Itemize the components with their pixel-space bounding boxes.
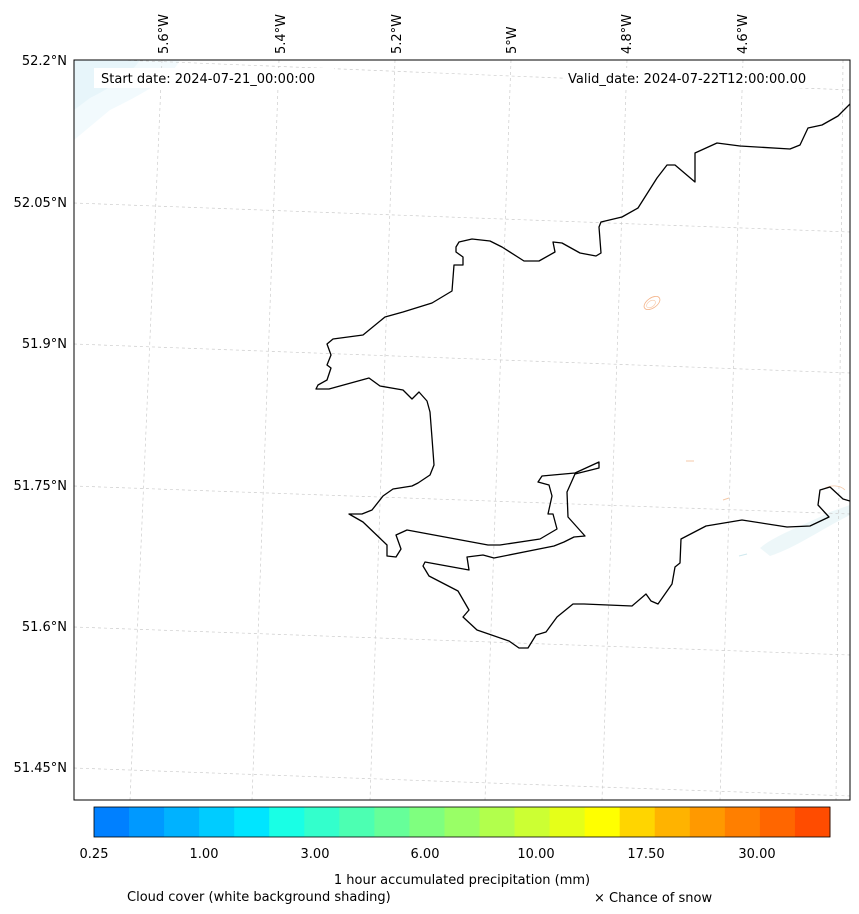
- colorbar-cell: [234, 807, 270, 837]
- colorbar-cell: [409, 807, 445, 837]
- colorbar-title: 1 hour accumulated precipitation (mm): [334, 873, 590, 888]
- precipitation-contour: [738, 553, 748, 557]
- valid-date-box: [563, 68, 833, 88]
- lat-label: 51.9°N: [22, 337, 67, 352]
- lon-label: 4.8°W: [620, 14, 635, 54]
- colorbar-cell: [129, 807, 165, 837]
- colorbar-tick-label: 30.00: [738, 847, 775, 862]
- precipitation-contour: [722, 497, 730, 501]
- coastline: [315, 103, 850, 649]
- colorbar-cell: [794, 807, 831, 837]
- colorbar-tick-label: 6.00: [411, 847, 440, 862]
- colorbar-tick-label: 1.00: [190, 847, 219, 862]
- colorbar-tick-label: 10.00: [517, 847, 554, 862]
- colorbar-cell: [759, 807, 796, 837]
- start-date-label: Start date: 2024-07-21_00:00:00: [101, 72, 315, 87]
- precipitation-contour: [643, 296, 661, 310]
- map-background: [74, 60, 850, 800]
- lon-label: 5.6°W: [157, 14, 172, 54]
- colorbar-cell: [444, 807, 481, 837]
- lat-label: 51.6°N: [22, 620, 67, 635]
- colorbar-cell: [654, 807, 691, 837]
- colorbar-cell: [269, 807, 305, 837]
- lon-label: 5.4°W: [274, 14, 289, 54]
- lon-label: 5.2°W: [390, 14, 405, 54]
- lon-label: 4.6°W: [736, 14, 751, 54]
- colorbar-cell: [339, 807, 375, 837]
- colorbar-ticks: 0.25 1.00 3.00 6.00 10.00 17.50 30.00: [80, 847, 776, 862]
- colorbar-cell: [619, 807, 656, 837]
- colorbar-cell: [374, 807, 410, 837]
- colorbar-cell: [479, 807, 516, 837]
- colorbar-tick-label: 3.00: [301, 847, 330, 862]
- colorbar-cell: [94, 807, 130, 837]
- map-frame: [73, 59, 851, 801]
- colorbar-cell: [584, 807, 621, 837]
- precipitation-contour: [646, 299, 656, 309]
- colorbar-cell: [724, 807, 761, 837]
- colorbar-cell: [514, 807, 551, 837]
- valid-date-label: Valid_date: 2024-07-22T12:00:00.00: [568, 72, 806, 87]
- start-date-box: [94, 68, 334, 88]
- lat-label: 52.05°N: [14, 196, 67, 211]
- colorbar: [94, 807, 831, 837]
- longitude-labels: 5.6°W 5.4°W 5.2°W 5°W 4.8°W 4.6°W: [157, 14, 751, 54]
- lon-label: 5°W: [505, 26, 520, 54]
- cloud-cover-legend: Cloud cover (white background shading): [127, 890, 391, 905]
- lat-label: 51.45°N: [14, 761, 67, 776]
- colorbar-frame: [93, 806, 831, 838]
- colorbar-cell: [304, 807, 340, 837]
- snow-legend: × Chance of snow: [594, 891, 712, 906]
- lat-label: 52.2°N: [22, 54, 67, 69]
- lat-label: 51.75°N: [14, 479, 67, 494]
- latitude-labels: 52.2°N 52.05°N 51.9°N 51.75°N 51.6°N 51.…: [14, 54, 67, 776]
- colorbar-tick-label: 0.25: [80, 847, 109, 862]
- colorbar-cell: [549, 807, 586, 837]
- colorbar-cell: [689, 807, 726, 837]
- colorbar-cell: [164, 807, 200, 837]
- colorbar-cell: [199, 807, 235, 837]
- colorbar-tick-label: 17.50: [627, 847, 664, 862]
